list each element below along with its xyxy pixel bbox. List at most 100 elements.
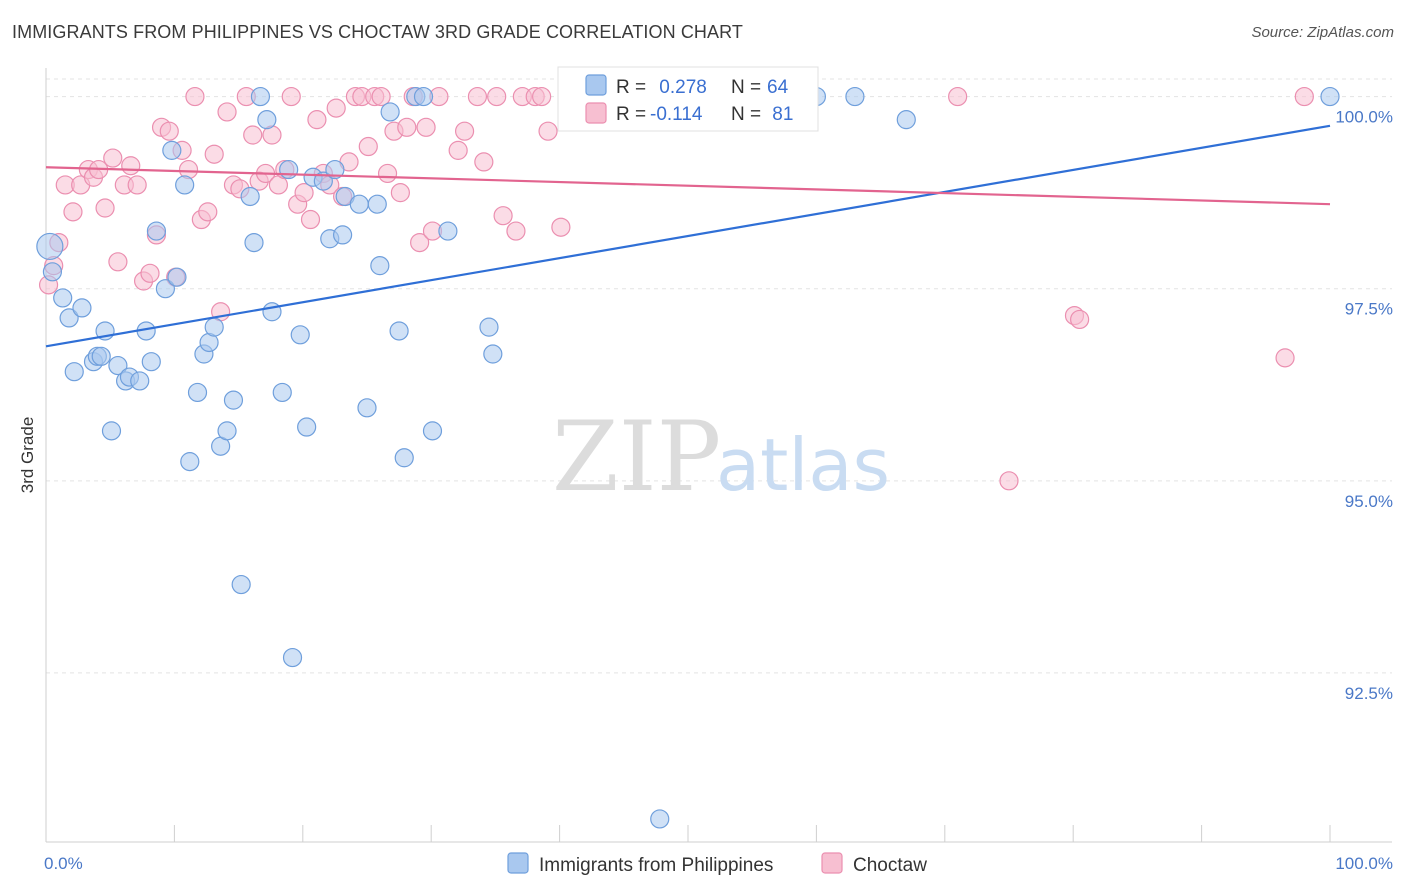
philippines-point: [313, 171, 333, 191]
choctaw-point: [538, 121, 558, 141]
series-legend: Immigrants from Philippines Choctaw: [507, 852, 927, 876]
choctaw-point: [300, 209, 321, 230]
watermark-atlas: atlas: [716, 423, 890, 507]
choctaw-point: [358, 136, 378, 157]
philippines-point: [244, 232, 264, 253]
philippines-point: [479, 317, 499, 337]
philippines-point: [167, 267, 187, 287]
philippines-point: [162, 140, 182, 160]
philippines-point: [141, 352, 161, 372]
philippines-point: [367, 194, 387, 214]
watermark: ZIP atlas: [552, 401, 890, 513]
x-tick-label: 100.0%: [1335, 854, 1393, 873]
philippines-point: [175, 175, 195, 195]
choctaw-point: [281, 86, 301, 107]
choctaw-point: [159, 121, 179, 141]
series-legend-label-philippines: Immigrants from Philippines: [539, 855, 773, 876]
stats-legend-n-label: N =: [731, 104, 761, 125]
stats-legend: R = 0.278 N = 64 R = -0.114 N = 81: [557, 66, 819, 132]
philippines-point: [42, 262, 63, 282]
philippines-point: [272, 382, 292, 403]
philippines-point: [59, 308, 79, 328]
x-tick-label: 0.0%: [44, 854, 83, 873]
trend-line-philippines: [45, 124, 1331, 348]
choctaw-point: [204, 144, 224, 164]
philippines-point: [108, 355, 128, 376]
philippines-point: [290, 325, 310, 345]
philippines-point: [483, 344, 503, 364]
choctaw-point: [1275, 348, 1295, 368]
philippines-point: [357, 398, 377, 418]
choctaw-point: [487, 86, 507, 107]
philippines-point: [64, 362, 84, 382]
choctaw-point: [1070, 309, 1090, 330]
philippines-point: [349, 194, 369, 214]
stats-legend-n-label: N =: [731, 77, 761, 98]
philippines-point: [240, 186, 260, 207]
choctaw-point: [243, 125, 263, 145]
x-tick-labels: 0.0% 100.0%: [44, 854, 1393, 873]
y-tick-label: 92.5%: [1345, 684, 1393, 703]
stats-legend-swatch-pink: [585, 102, 607, 124]
choctaw-point: [371, 86, 391, 107]
philippines-point: [36, 232, 64, 261]
philippines-point: [180, 452, 200, 472]
philippines-point: [250, 86, 271, 107]
choctaw-point: [474, 152, 494, 172]
stats-legend-r-value: 0.278: [654, 77, 707, 98]
choctaw-point: [532, 86, 552, 107]
philippines-point: [187, 382, 208, 403]
philippines-point: [394, 448, 414, 468]
choctaw-point: [397, 117, 417, 137]
choctaw-point: [217, 102, 237, 122]
philippines-point: [845, 86, 865, 107]
stats-legend-r-label: R =: [616, 104, 646, 125]
philippines-point: [413, 86, 434, 107]
stats-legend-r-label: R =: [616, 77, 646, 98]
philippines-point: [231, 574, 251, 595]
philippines-point: [130, 371, 150, 391]
choctaw-point: [103, 148, 123, 168]
philippines-point: [896, 110, 916, 130]
series-legend-label-choctaw: Choctaw: [853, 855, 927, 876]
series-legend-swatch-philippines: [507, 852, 529, 874]
philippines-point: [650, 809, 670, 829]
choctaw-point: [198, 202, 218, 222]
stats-legend-n-value: 81: [767, 104, 793, 125]
philippines-point: [333, 225, 353, 245]
choctaw-point: [448, 140, 468, 160]
choctaw-point: [127, 175, 147, 195]
source-label: Source: ZipAtlas.com: [1251, 24, 1394, 41]
choctaw-point: [185, 86, 205, 107]
stats-legend-n-value: 64: [767, 77, 789, 98]
philippines-point: [297, 417, 317, 437]
chart-title: IMMIGRANTS FROM PHILIPPINES VS CHOCTAW 3…: [12, 22, 744, 42]
philippines-point: [389, 321, 409, 341]
philippines-point: [146, 221, 167, 241]
choctaw-point: [326, 98, 346, 118]
philippines-point: [279, 159, 299, 180]
philippines-point: [72, 298, 92, 318]
philippines-point: [1320, 86, 1340, 107]
watermark-zip: ZIP: [552, 401, 721, 513]
choctaw-point: [454, 121, 475, 141]
stats-legend-r-value: -0.114: [650, 104, 703, 125]
choctaw-point: [377, 163, 398, 184]
choctaw-point: [1294, 86, 1314, 107]
trend-line-choctaw: [45, 166, 1331, 206]
y-tick-label: 95.0%: [1345, 492, 1393, 511]
y-axis-label: 3rd Grade: [18, 417, 37, 494]
choctaw-point: [506, 221, 526, 241]
philippines-point: [257, 110, 277, 130]
choctaw-point: [467, 86, 488, 107]
stats-legend-swatch-blue: [585, 74, 607, 96]
philippines-point: [282, 647, 303, 668]
choctaw-point: [410, 232, 430, 253]
choctaw-point: [493, 206, 513, 226]
axes: [45, 68, 1392, 843]
philippines-point: [438, 221, 458, 241]
choctaw-point: [121, 156, 141, 176]
choctaw-point: [140, 263, 160, 283]
choctaw-point: [551, 217, 571, 237]
